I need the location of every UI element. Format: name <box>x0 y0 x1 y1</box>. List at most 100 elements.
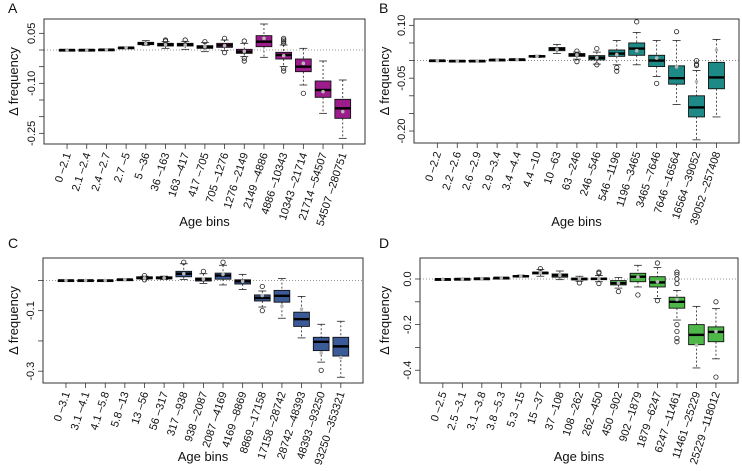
box-1 <box>434 277 452 282</box>
mean-point <box>480 276 484 281</box>
outlier-point <box>281 68 287 74</box>
box-4 <box>493 276 510 280</box>
x-axis-title: Age bins <box>551 214 602 229</box>
outlier-point <box>614 65 620 71</box>
outlier-point <box>181 259 187 265</box>
x-tick-label: 5.8 –13 <box>109 390 132 429</box>
mean-point <box>163 42 168 47</box>
x-axis-title: Age bins <box>554 449 605 464</box>
outlier-point <box>654 80 660 87</box>
box-10 <box>610 277 627 295</box>
y-axis-title: Δ frequency <box>6 47 21 116</box>
mean-point <box>260 293 265 298</box>
mean-point <box>299 307 304 311</box>
box-13 <box>668 269 686 345</box>
box-iqr <box>312 336 330 352</box>
y-tick-label: 0.0 <box>402 271 414 286</box>
mean-point <box>674 65 679 69</box>
box-13 <box>295 47 312 96</box>
box-9 <box>588 45 606 68</box>
outlier-point <box>318 367 324 373</box>
plot-frame <box>42 257 364 384</box>
mean-point <box>694 79 699 84</box>
mean-point <box>183 43 188 47</box>
outlier-point <box>674 328 680 335</box>
box-6 <box>155 275 173 280</box>
outlier-point <box>220 259 226 265</box>
box-5 <box>136 272 153 283</box>
outlier-point <box>259 283 265 290</box>
outlier-point <box>281 39 287 45</box>
mean-point <box>654 56 659 60</box>
box-8 <box>196 39 214 53</box>
x-tick-label: 13 –56 <box>130 390 152 426</box>
box-8 <box>568 48 586 65</box>
plot-frame <box>419 257 739 384</box>
mean-point <box>595 55 599 60</box>
mean-point <box>262 36 266 41</box>
mean-point <box>441 277 445 282</box>
y-tick-label: -0.25 <box>26 121 38 146</box>
y-tick-label: -0.1 <box>25 301 37 320</box>
outlier-point <box>635 292 641 298</box>
box-14 <box>312 323 330 373</box>
mean-point <box>538 271 543 275</box>
x-tick-label: 4.4 –10 <box>521 150 544 189</box>
x-tick-label: 0 –2.5 <box>429 390 450 423</box>
y-tick-label: -0.05 <box>396 66 408 91</box>
mean-point <box>162 276 166 280</box>
mean-point <box>714 329 718 334</box>
box-11 <box>253 283 271 314</box>
mean-point <box>675 297 679 302</box>
mean-point <box>577 277 582 281</box>
outlier-point <box>221 35 228 41</box>
box-10 <box>608 40 626 74</box>
y-tick-label: 0.10 <box>396 15 408 36</box>
mean-point <box>301 61 306 66</box>
outlier-point <box>713 299 719 305</box>
box-8 <box>571 275 588 286</box>
mean-point <box>575 53 579 57</box>
box-7 <box>548 43 566 54</box>
mean-point <box>222 43 227 48</box>
outlier-point <box>674 339 680 345</box>
outlier-point <box>241 58 247 64</box>
y-axis-title: Δ frequency <box>377 46 392 115</box>
box-3 <box>468 59 486 63</box>
y-tick-label: 0.05 <box>26 23 38 44</box>
outlier-point <box>281 35 287 41</box>
x-tick-label: 10 –63 <box>542 150 564 186</box>
box-14 <box>314 60 332 114</box>
outlier-point <box>693 62 700 69</box>
box-12 <box>649 260 666 304</box>
mean-point <box>104 47 109 52</box>
mean-point <box>616 281 621 285</box>
outlier-point <box>596 270 602 276</box>
y-tick-label: -0.2 <box>402 315 414 334</box>
mean-point <box>460 277 465 281</box>
box-3 <box>473 276 491 281</box>
mean-point <box>535 54 539 59</box>
box-7 <box>175 259 193 280</box>
mean-point <box>435 58 440 63</box>
box-8 <box>195 268 212 284</box>
x-tick-label: 5.3 –15 <box>505 390 528 429</box>
mean-point <box>339 355 343 360</box>
mean-point <box>144 41 148 46</box>
outlier-point <box>200 268 206 274</box>
outlier-point <box>634 19 640 25</box>
y-axis-title: Δ frequency <box>6 286 21 355</box>
box-5 <box>508 57 526 62</box>
mean-point <box>281 53 286 58</box>
mean-point <box>714 48 719 52</box>
outlier-point <box>654 260 661 266</box>
plot-frame <box>413 18 740 144</box>
outlier-point <box>674 269 680 275</box>
outlier-point <box>654 298 661 304</box>
box-2 <box>77 278 94 283</box>
mean-point <box>64 278 68 283</box>
outlier-point <box>300 90 306 96</box>
mean-point <box>455 59 460 63</box>
